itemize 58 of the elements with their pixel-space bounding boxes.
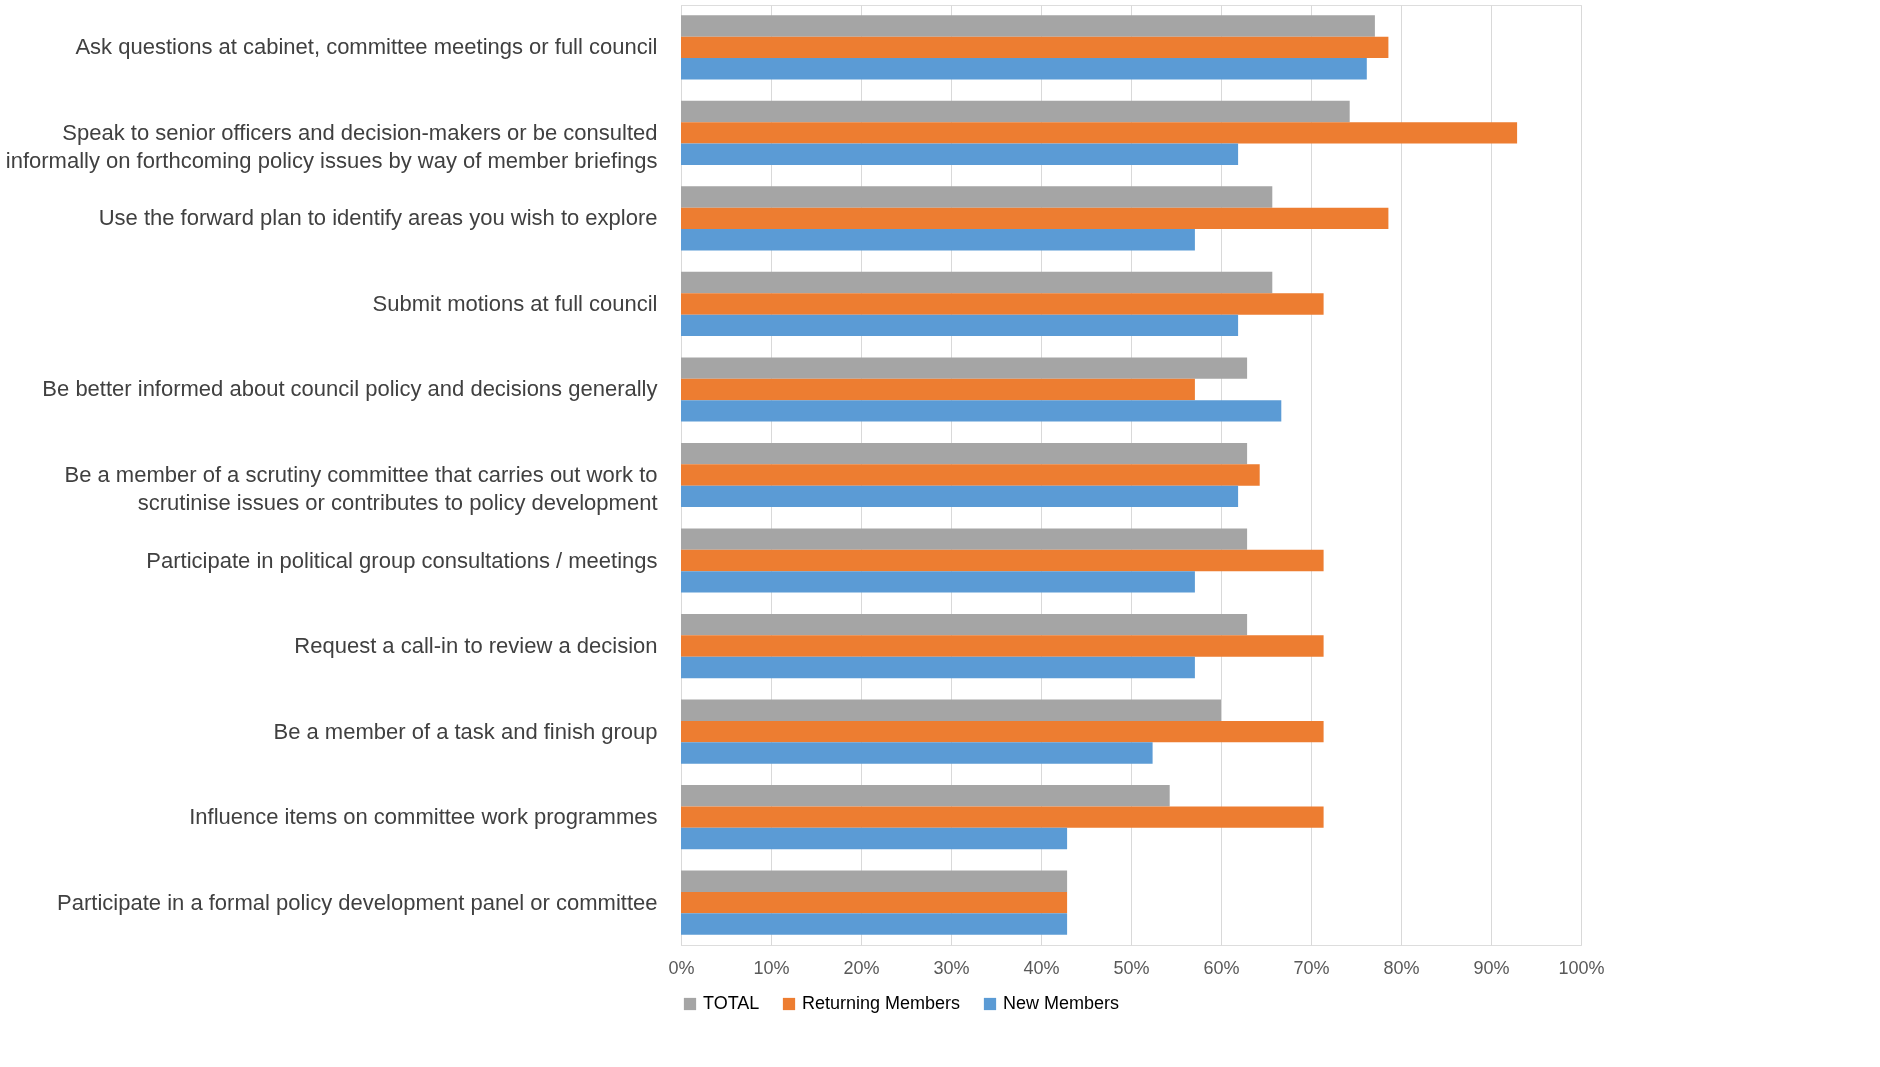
bar xyxy=(681,464,1260,486)
bar xyxy=(681,806,1324,828)
x-tick-label: 100% xyxy=(1558,957,1605,978)
bar xyxy=(681,58,1367,80)
bar xyxy=(681,635,1324,657)
x-tick-label: 60% xyxy=(1203,957,1240,978)
bar xyxy=(681,143,1239,165)
legend-label: TOTAL xyxy=(703,993,760,1013)
x-tick-label: 70% xyxy=(1293,957,1330,978)
bar xyxy=(681,699,1221,721)
x-tick-label: 10% xyxy=(753,957,790,978)
bar xyxy=(681,314,1239,337)
legend-label: Returning Members xyxy=(802,993,961,1013)
bar xyxy=(681,827,1068,850)
bar xyxy=(681,720,1324,743)
y-tick-label: Use the forward plan to identify areas you wish to explore xyxy=(98,205,658,231)
bar xyxy=(681,785,1170,807)
bar xyxy=(681,485,1239,508)
bar xyxy=(681,36,1389,59)
bar xyxy=(681,271,1273,294)
bar xyxy=(681,207,1389,230)
x-tick-label: 20% xyxy=(843,957,880,978)
x-tick-label: 40% xyxy=(1023,957,1060,978)
y-tick-label: Be a member of a task and finish group xyxy=(273,718,658,744)
y-tick-label: Be better informed about council policy and decisions generally xyxy=(42,376,658,402)
bar xyxy=(681,357,1248,379)
bar xyxy=(681,613,1248,636)
y-tick-label: Influence items on committee work programmes xyxy=(189,804,658,830)
bar xyxy=(681,186,1273,208)
bar xyxy=(681,891,1068,914)
x-tick-label: 0% xyxy=(668,957,695,978)
bar xyxy=(681,656,1195,679)
x-tick-label: 30% xyxy=(933,957,970,978)
y-tick-label: Request a call-in to review a decision xyxy=(294,633,658,659)
bar xyxy=(681,378,1195,401)
legend-label: New Members xyxy=(1003,993,1120,1013)
bar xyxy=(681,528,1248,550)
bar xyxy=(681,293,1324,315)
y-tick-label: Ask questions at cabinet, committee meetings or full council xyxy=(75,34,658,60)
bar xyxy=(681,571,1195,593)
bar xyxy=(681,100,1350,123)
bar xyxy=(681,870,1068,892)
y-tick-label: Be a member of a scrutiny committee that carries out work to scrutinise issues or contributes to policy development xyxy=(64,462,658,515)
y-tick-label: Participate in political group consultations / meetings xyxy=(146,547,658,573)
y-tick-label: Participate in a formal policy development panel or committee xyxy=(57,889,658,915)
bar xyxy=(681,400,1282,422)
bar xyxy=(681,549,1324,572)
y-tick-label: Speak to senior officers and decision-makers or be consulted informally on forthcoming policy issues by way of member briefings xyxy=(5,119,658,173)
bar xyxy=(681,913,1068,935)
bar xyxy=(681,229,1195,251)
bar xyxy=(681,442,1248,465)
x-tick-label: 80% xyxy=(1383,957,1420,978)
bar xyxy=(681,15,1375,37)
bar xyxy=(681,742,1153,764)
x-tick-label: 50% xyxy=(1113,957,1150,978)
bar xyxy=(681,122,1518,144)
x-tick-label: 90% xyxy=(1473,957,1510,978)
y-tick-label: Submit motions at full council xyxy=(372,290,658,316)
